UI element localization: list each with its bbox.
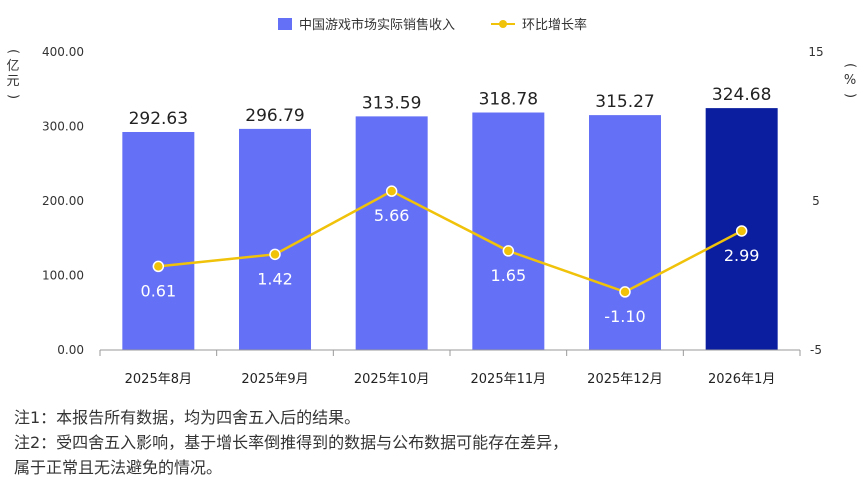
x-axis-category-label: 2026年1月 [708,372,775,387]
growth-value-label: 1.42 [257,269,293,288]
bar [472,112,545,350]
legend-line-swatch [491,18,515,30]
growth-value-label: -1.10 [604,307,645,326]
bar-value-label: 315.27 [595,92,654,112]
x-axis-category-label: 2025年11月 [471,372,547,387]
right-axis-unit: (%) [842,58,858,103]
bar-value-label: 313.59 [362,93,421,113]
axis-unit-char: 元 [6,74,20,89]
growth-point [269,248,281,261]
left-axis-tick: 100.00 [42,269,84,283]
legend-item-revenue: 中国游戏市场实际销售收入 [277,14,455,33]
growth-value-label: 0.61 [141,281,177,300]
x-axis-category-label: 2025年12月 [587,372,663,387]
right-axis-tick: 5 [812,194,820,208]
left-axis-tick: 200.00 [42,194,84,208]
x-axis-category-label: 2025年8月 [125,372,192,387]
note-2: 注2：受四舍五入影响，基于增长率倒推得到的数据与公布数据可能存在差异， [14,433,569,452]
growth-value-label: 1.65 [491,266,527,285]
growth-value-label: 2.99 [724,246,760,265]
x-axis-category-label: 2025年9月 [241,372,308,387]
legend-bar-swatch [277,17,292,30]
legend-item-growth: 环比增长率 [491,14,587,33]
axis-unit-char: % [843,73,857,88]
legend: 中国游戏市场实际销售收入 环比增长率 [0,14,865,33]
bar-value-label: 318.78 [479,90,538,110]
bar-value-label: 324.68 [712,85,771,105]
left-axis-tick: 0.00 [57,343,84,357]
growth-line [158,189,743,294]
bar [589,115,661,351]
growth-value-label: 5.66 [374,206,410,225]
growth-point [152,260,165,273]
bar [355,116,428,350]
legend-label-revenue: 中国游戏市场实际销售收入 [298,18,455,33]
bar-value-label: 296.79 [245,106,304,126]
left-axis-tick: 400.00 [42,45,84,59]
left-axis-tick: 300.00 [42,120,84,134]
x-axis-category-label: 2025年10月 [354,372,430,387]
axis-unit-char: 亿 [6,59,20,74]
bar [239,128,311,350]
bar [122,131,195,350]
chart-canvas: 0.00 100.00 200.00 300.00 400.00 -5 5 15 292.63 2… [42,45,824,387]
bar-value-label: 292.63 [129,109,188,129]
growth-point [502,245,515,257]
note-1: 注1：本报告所有数据，均为四舍五入后的结果。 [14,408,361,427]
right-axis-tick: 15 [808,45,823,59]
growth-point [735,225,748,237]
note-3: 属于正常且无法避免的情况。 [14,458,223,477]
legend-label-growth: 环比增长率 [522,18,588,33]
right-axis-tick: -5 [810,343,822,357]
left-axis-unit: (亿元) [5,44,21,104]
growth-point [385,185,398,197]
growth-point [619,286,631,298]
notes: 注1：本报告所有数据，均为四舍五入后的结果。 注2：受四舍五入影响，基于增长率倒… [14,405,568,480]
